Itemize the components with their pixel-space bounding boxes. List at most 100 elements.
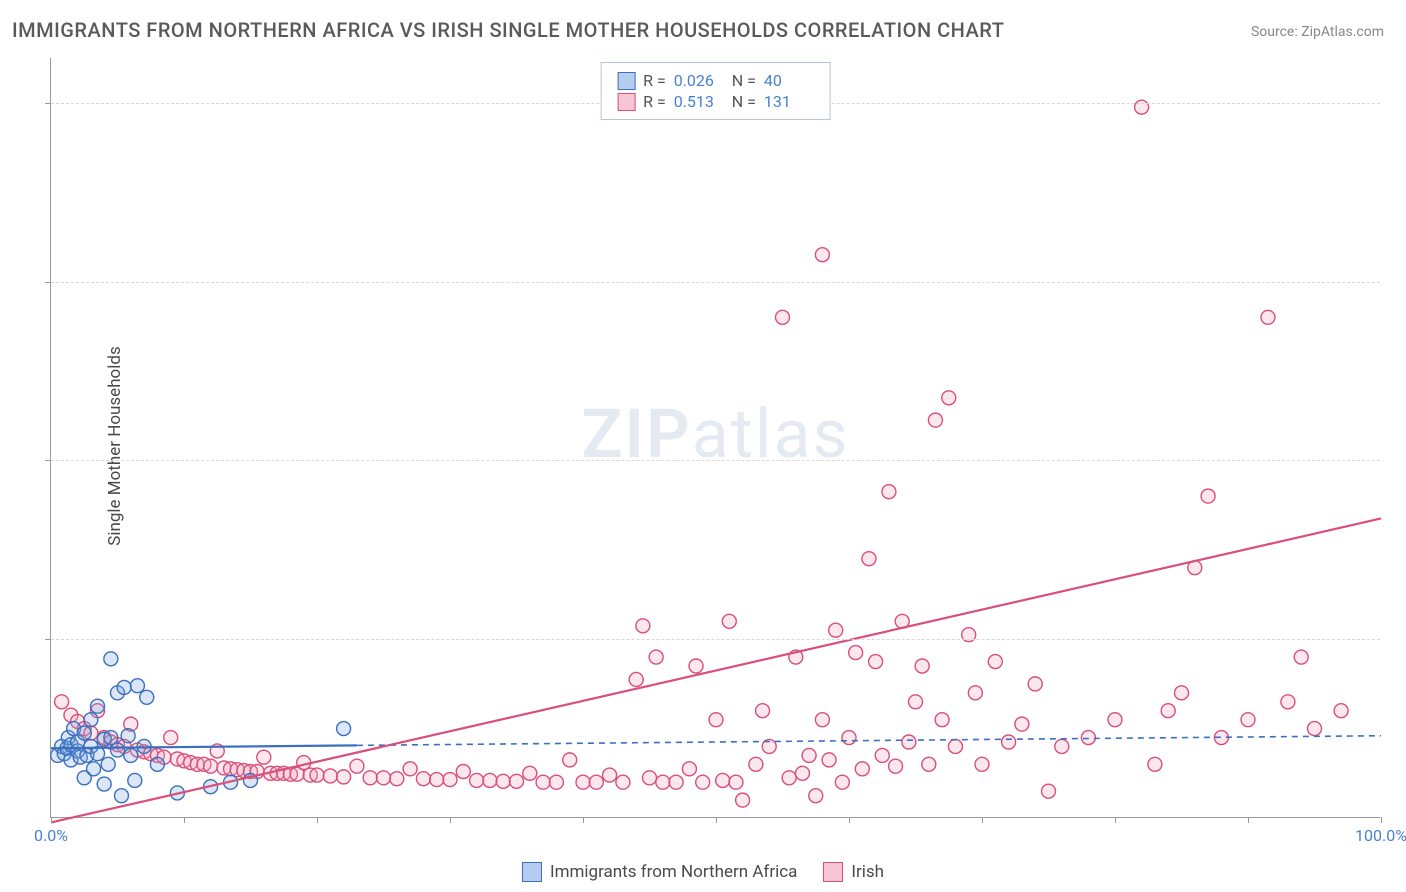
scatter-point-northern_africa [101,757,115,771]
scatter-point-irish [1294,650,1308,664]
x-tick-mark [583,817,584,823]
chart-title: IMMIGRANTS FROM NORTHERN AFRICA VS IRISH… [12,18,1004,42]
scatter-point-irish [809,789,823,803]
scatter-point-irish [510,774,524,788]
scatter-point-irish [443,773,457,787]
scatter-point-irish [1241,713,1255,727]
scatter-point-northern_africa [104,652,118,666]
scatter-point-irish [855,762,869,776]
gridline-h [51,282,1380,283]
scatter-point-irish [862,552,876,566]
scatter-point-irish [709,713,723,727]
scatter-point-irish [729,775,743,789]
scatter-point-irish [310,768,324,782]
scatter-point-irish [802,748,816,762]
stats-swatch-irish [617,93,635,111]
chart-container: IMMIGRANTS FROM NORTHERN AFRICA VS IRISH… [0,0,1406,892]
scatter-point-irish [456,765,470,779]
scatter-point-irish [337,770,351,784]
scatter-point-irish [988,655,1002,669]
scatter-point-irish [869,655,883,669]
scatter-point-irish [603,768,617,782]
scatter-point-irish [350,759,364,773]
scatter-point-irish [1055,739,1069,753]
scatter-point-irish [882,485,896,499]
scatter-point-northern_africa [337,722,351,736]
scatter-point-irish [363,771,377,785]
scatter-point-irish [1201,489,1215,503]
legend-label-northern-africa: Immigrants from Northern Africa [550,862,797,882]
scatter-point-irish [756,704,770,718]
scatter-point-irish [722,614,736,628]
stats-row-irish: R = 0.513 N = 131 [617,92,814,111]
y-tick-mark [45,282,51,283]
scatter-point-irish [1161,704,1175,718]
y-tick-mark [45,639,51,640]
scatter-point-northern_africa [117,680,131,694]
scatter-point-irish [323,769,337,783]
scatter-point-northern_africa [128,773,142,787]
x-tick-mark [450,817,451,823]
scatter-point-northern_africa [104,731,118,745]
scatter-point-irish [1028,677,1042,691]
x-tick-mark [51,817,52,823]
x-tick-mark [982,817,983,823]
scatter-point-irish [928,413,942,427]
scatter-point-irish [922,757,936,771]
scatter-point-northern_africa [111,743,125,757]
y-tick-mark [45,103,51,104]
scatter-point-irish [1175,686,1189,700]
scatter-point-irish [875,748,889,762]
scatter-point-irish [416,772,430,786]
x-tick-label: 0.0% [34,826,68,845]
scatter-point-irish [942,391,956,405]
scatter-point-northern_africa [124,748,138,762]
scatter-point-irish [390,772,404,786]
scatter-point-irish [549,775,563,789]
scatter-point-irish [536,775,550,789]
scatter-point-irish [589,775,603,789]
scatter-point-irish [669,775,683,789]
scatter-point-irish [496,774,510,788]
y-tick-mark [45,460,51,461]
x-tick-mark [1115,817,1116,823]
scatter-point-irish [915,659,929,673]
scatter-point-irish [749,757,763,771]
scatter-point-irish [835,775,849,789]
scatter-point-irish [889,759,903,773]
scatter-point-irish [1002,735,1016,749]
gridline-h [51,639,1380,640]
scatter-point-irish [842,731,856,745]
scatter-point-irish [1081,731,1095,745]
scatter-point-irish [377,771,391,785]
scatter-point-irish [616,775,630,789]
scatter-point-northern_africa [97,777,111,791]
stats-row-northern-africa: R = 0.026 N = 40 [617,71,814,90]
legend-swatch-northern-africa [522,862,542,882]
legend-label-irish: Irish [851,862,884,882]
source-attribution: Source: ZipAtlas.com [1251,24,1384,40]
scatter-point-irish [902,735,916,749]
scatter-point-irish [257,750,271,764]
scatter-point-irish [1308,722,1322,736]
scatter-point-irish [822,753,836,767]
scatter-point-irish [716,773,730,787]
scatter-point-irish [1015,717,1029,731]
scatter-point-irish [1108,713,1122,727]
scatter-point-irish [795,766,809,780]
scatter-point-irish [430,773,444,787]
scatter-point-irish [696,775,710,789]
scatter-point-irish [403,762,417,776]
x-tick-mark [317,817,318,823]
scatter-point-northern_africa [114,789,128,803]
scatter-point-irish [1334,704,1348,718]
scatter-point-irish [563,753,577,767]
scatter-point-northern_africa [130,679,144,693]
scatter-point-irish [682,762,696,776]
scatter-point-northern_africa [150,757,164,771]
stats-legend-box: R = 0.026 N = 40 R = 0.513 N = 131 [600,62,831,120]
scatter-point-irish [1148,757,1162,771]
scatter-point-irish [164,731,178,745]
scatter-point-irish [204,759,218,773]
scatter-point-irish [815,713,829,727]
